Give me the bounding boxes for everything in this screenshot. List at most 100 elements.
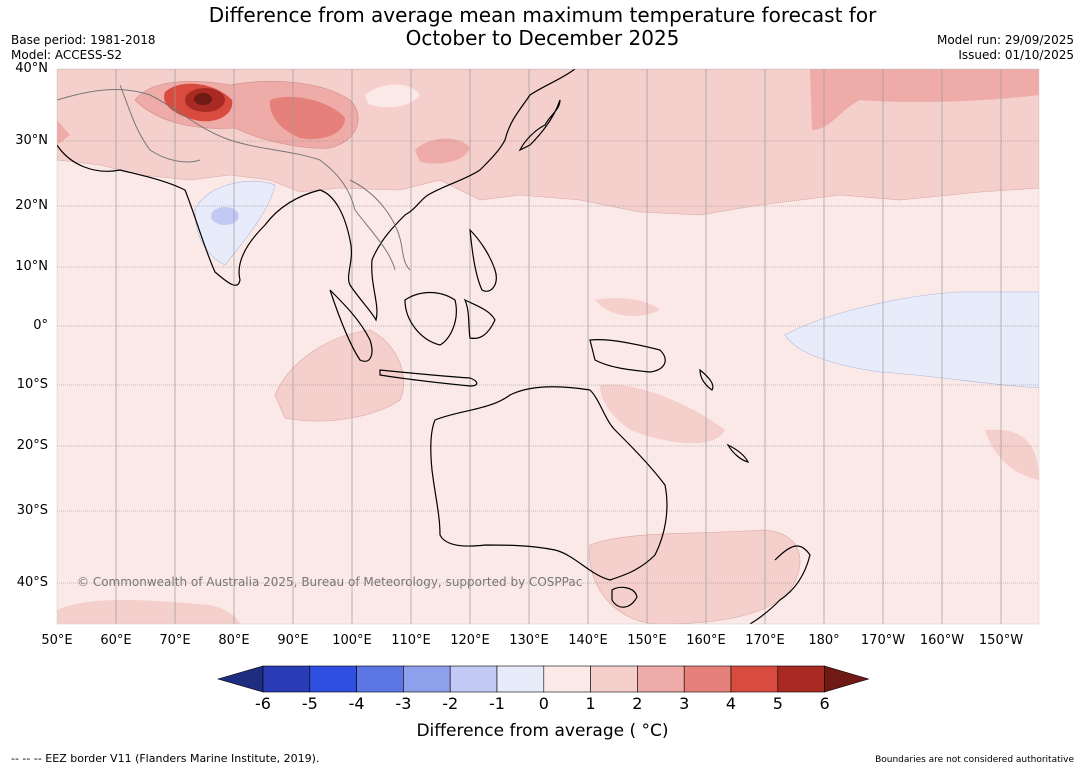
warm-anomaly-west (57, 120, 70, 145)
colorbar-tick-label: 6 (819, 694, 830, 713)
new-guinea-coast (589, 339, 666, 373)
warm-anomaly-tasman (589, 529, 801, 624)
colorbar-tick-label: 1 (585, 694, 596, 713)
title-line-2: October to December 2025 (405, 26, 680, 50)
map-area (57, 69, 1039, 624)
colorbar-segment (403, 665, 451, 693)
borneo-coast (404, 291, 457, 346)
cool-anomaly-india (194, 180, 276, 266)
eez-legend: -- -- -- EEZ border V11 (Flanders Marine… (11, 752, 320, 765)
colorbar-tick-label: 5 (772, 694, 783, 713)
colorbar (216, 665, 870, 693)
lon-label: 150°W (978, 633, 1024, 648)
lon-label: 100°E (332, 633, 372, 648)
warm-anomaly-pacific-north (810, 69, 1039, 130)
lon-label: 110°E (391, 633, 431, 648)
colorbar-segment (496, 665, 545, 693)
country-borders (57, 84, 411, 271)
new-zealand-coast (749, 545, 811, 624)
lat-label: 10°S (16, 377, 48, 392)
copyright-text: © Commonwealth of Australia 2025, Bureau… (77, 575, 583, 589)
colorbar-segment (543, 665, 591, 693)
lat-label: 20°N (15, 198, 48, 213)
warm-anomaly-tibet-core (269, 96, 345, 140)
coastlines (57, 69, 811, 624)
meridians (115, 69, 1002, 624)
warm-anomaly-max (194, 93, 212, 105)
lon-label: 50°E (41, 633, 73, 648)
philippines-coast (469, 228, 497, 292)
colorbar-tick-label: 2 (632, 694, 643, 713)
japan-coast (518, 99, 561, 152)
warm-anomaly-east (985, 429, 1039, 480)
map-title: Difference from average mean maximum tem… (0, 4, 1085, 50)
warm-anomaly-equator (595, 298, 660, 316)
lon-label: 160°E (686, 633, 726, 648)
colorbar-tick-label: -2 (442, 694, 459, 713)
neutral-patch-north (365, 84, 420, 108)
colorbar-tick-label: -6 (255, 694, 271, 713)
colorbar-segment (449, 665, 498, 693)
warm-anomaly-china (415, 138, 470, 164)
warm-anomaly-southwest (57, 600, 240, 624)
colorbar-tick-label: -4 (348, 694, 365, 713)
colorbar-segment (309, 665, 357, 693)
colorbar-segment (777, 665, 825, 693)
lon-label: 120°E (450, 633, 490, 648)
tasmania-coast (611, 586, 638, 608)
lon-label: 60°E (100, 633, 132, 648)
lon-label: 90°E (277, 633, 309, 648)
lat-label: 40°N (15, 61, 48, 76)
issued-date: Issued: 01/10/2025 (958, 48, 1074, 62)
lon-label: 150°E (627, 633, 667, 648)
cool-anomaly-india-core (211, 207, 239, 225)
graticule (57, 69, 1039, 584)
colorbar-segment (356, 665, 404, 693)
java-coast (379, 369, 478, 387)
colorbar-segment (683, 665, 732, 693)
base-period: Base period: 1981-2018 (11, 33, 156, 47)
lon-label: 170°E (745, 633, 785, 648)
colorbar-tick-label: -5 (301, 694, 318, 713)
map-frame (56, 68, 1040, 625)
model-name: Model: ACCESS-S2 (11, 48, 123, 62)
lat-label: 20°S (16, 438, 48, 453)
lon-label: 170°W (860, 633, 906, 648)
cool-anomaly-pacific (784, 291, 1039, 389)
colorbar-segment (262, 665, 311, 693)
colorbar-segment (590, 665, 638, 693)
colorbar-tick-label: 0 (538, 694, 549, 713)
lat-label: 30°S (16, 503, 48, 518)
model-run: Model run: 29/09/2025 (936, 33, 1074, 47)
australia-coast (430, 386, 668, 581)
colorbar-tick-label: -1 (489, 694, 505, 713)
title-line-1: Difference from average mean maximum tem… (208, 3, 877, 27)
meta-left: Base period: 1981-2018 Model: ACCESS-S2 (11, 33, 156, 63)
lon-label: 160°W (919, 633, 965, 648)
colorbar-extend-low (216, 665, 264, 693)
sumatra-coast (329, 289, 373, 362)
colorbar-label: Difference from average ( °C) (416, 721, 669, 741)
lat-label: 10°N (15, 259, 48, 274)
lon-label: 80°E (218, 633, 250, 648)
lon-label: 180° (808, 633, 840, 648)
lon-label: 130°E (509, 633, 549, 648)
colorbar-extend-high (824, 665, 870, 693)
meta-right: Model run: 29/09/2025 Issued: 01/10/2025 (937, 33, 1074, 63)
boundaries-disclaimer: Boundaries are not considered authoritat… (875, 755, 1074, 765)
new-caledonia-coast (726, 443, 750, 463)
colorbar-segment (637, 665, 685, 693)
lat-label: 30°N (15, 133, 48, 148)
lon-label: 70°E (159, 633, 191, 648)
colorbar-tick-label: 4 (725, 694, 737, 713)
colorbar-tick-label: 3 (679, 694, 690, 713)
vanuatu-coast (699, 368, 714, 391)
lon-label: 140°E (568, 633, 608, 648)
lat-label: 40°S (16, 575, 48, 590)
lat-label: 0° (33, 318, 48, 333)
sulawesi-coast (463, 298, 496, 340)
colorbar-tick-label: -3 (395, 694, 412, 713)
warm-anomaly-coral-sea (600, 384, 725, 444)
colorbar-segment (730, 665, 779, 693)
